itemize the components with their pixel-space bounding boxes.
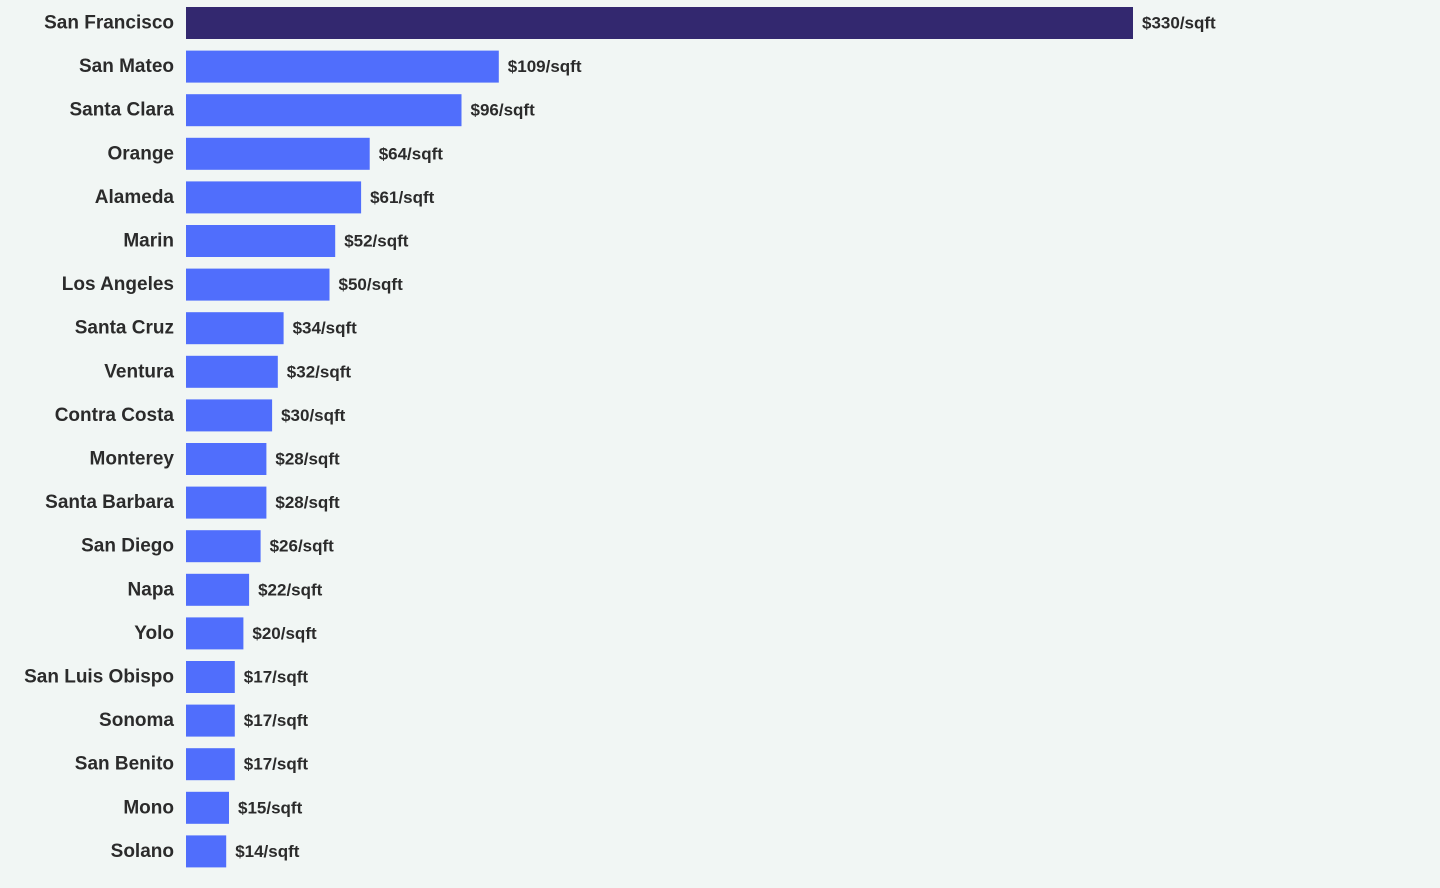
category-label: San Francisco <box>44 13 174 34</box>
bar-marin <box>186 225 336 257</box>
category-label: Mono <box>123 797 174 818</box>
category-labels-group: San Francisco San Mateo Santa Clara Orange A… <box>24 13 174 862</box>
value-label: $17/sqft <box>244 711 309 730</box>
bar-mono <box>186 791 229 824</box>
category-label: San Benito <box>75 754 174 775</box>
category-label: Santa Barbara <box>45 492 174 513</box>
value-label: $96/sqft <box>471 101 536 120</box>
bar-contra-costa <box>186 399 273 432</box>
value-label: $61/sqft <box>370 188 435 207</box>
value-label: $26/sqft <box>270 537 335 556</box>
value-label: $14/sqft <box>235 842 300 861</box>
bar-sonoma <box>186 704 235 737</box>
category-label: Los Angeles <box>62 274 174 295</box>
value-label: $17/sqft <box>244 668 309 687</box>
category-label: Santa Clara <box>69 100 174 121</box>
category-label: San Diego <box>81 536 174 557</box>
value-label: $22/sqft <box>258 580 323 599</box>
value-label: $32/sqft <box>287 362 352 381</box>
category-label: Solano <box>111 841 174 862</box>
bar-santa-cruz <box>186 312 284 345</box>
bar-solano <box>186 835 227 868</box>
category-label: Monterey <box>90 449 175 470</box>
bar-yolo <box>186 617 244 650</box>
bar-napa <box>186 573 250 606</box>
bar-santa-clara <box>186 94 462 127</box>
category-label: Contra Costa <box>55 405 175 426</box>
bar-alameda <box>186 181 362 214</box>
bar-santa-barbara <box>186 486 267 519</box>
value-label: $109/sqft <box>508 57 582 76</box>
value-label: $50/sqft <box>339 275 404 294</box>
category-label: Ventura <box>104 361 174 382</box>
category-label: San Luis Obispo <box>24 667 174 688</box>
category-label: San Mateo <box>79 56 174 77</box>
category-label: Yolo <box>134 623 174 644</box>
bar-san-francisco <box>186 7 1133 39</box>
category-label: Sonoma <box>99 710 174 731</box>
value-label: $30/sqft <box>281 406 346 425</box>
value-label: $34/sqft <box>293 319 358 338</box>
value-label: $15/sqft <box>238 798 303 817</box>
category-label: Orange <box>107 143 174 164</box>
bar-san-benito <box>186 748 235 781</box>
bar-san-mateo <box>186 50 499 83</box>
category-label: Alameda <box>95 187 175 208</box>
bar-los-angeles <box>186 268 330 301</box>
bar-monterey <box>186 443 267 475</box>
bar-san-luis-obispo <box>186 661 235 693</box>
value-label: $20/sqft <box>252 624 317 643</box>
value-label: $52/sqft <box>344 232 409 251</box>
value-label: $28/sqft <box>275 493 340 512</box>
value-labels-group: $330/sqft $109/sqft $96/sqft $64/sqft $61/sq… <box>235 14 1216 861</box>
bars-group <box>186 7 1133 868</box>
value-label: $64/sqft <box>379 144 444 163</box>
category-label: Santa Cruz <box>75 318 174 339</box>
value-label: $330/sqft <box>1142 14 1216 33</box>
category-label: Napa <box>128 579 175 600</box>
bar-orange <box>186 137 370 170</box>
value-label: $28/sqft <box>275 450 340 469</box>
bar-ventura <box>186 355 278 388</box>
value-label: $17/sqft <box>244 755 309 774</box>
bar-san-diego <box>186 530 261 563</box>
category-label: Marin <box>123 231 174 252</box>
